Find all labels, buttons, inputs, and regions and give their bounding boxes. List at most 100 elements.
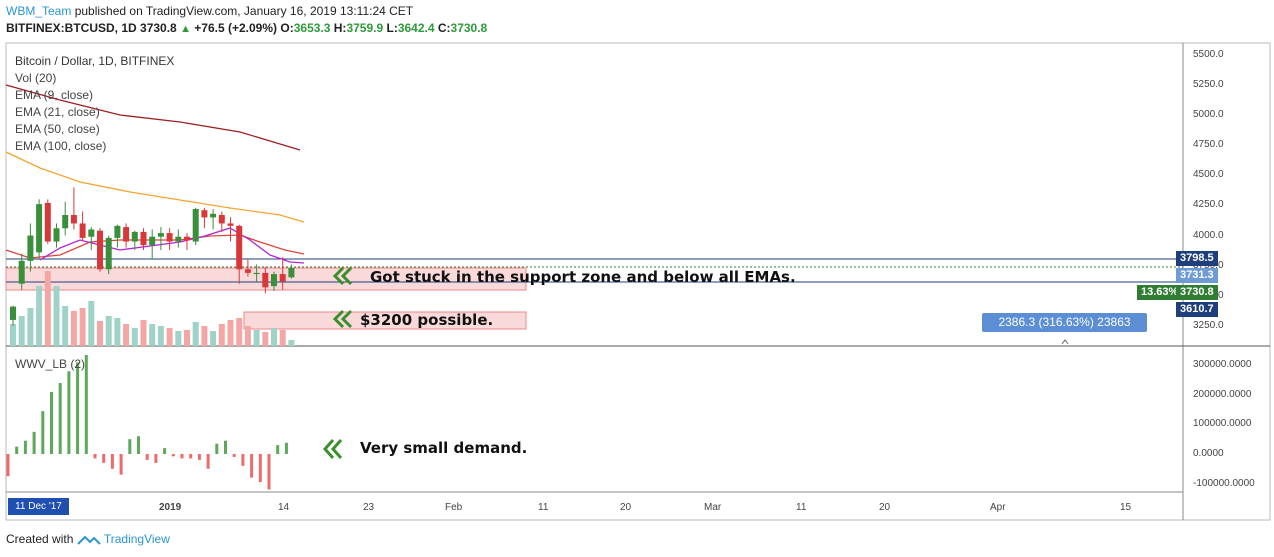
indicator-tick-label: 300000.0000 bbox=[1193, 359, 1252, 371]
indicator-bar bbox=[154, 454, 158, 463]
candle-body bbox=[253, 272, 260, 275]
indicator-bar bbox=[206, 454, 210, 469]
price-pct-tag: 13.63% bbox=[1137, 285, 1183, 300]
candle-body bbox=[218, 215, 225, 224]
volume-bar bbox=[218, 324, 225, 346]
annotation-support[interactable]: Got stuck in the support zone and below … bbox=[370, 268, 796, 286]
legend-ema21[interactable]: EMA (21, close) bbox=[15, 105, 100, 119]
price-tick-label: 5000.0 bbox=[1193, 108, 1224, 120]
annotation-target[interactable]: $3200 possible. bbox=[360, 311, 494, 329]
candle-body bbox=[114, 225, 121, 238]
time-tick-label: 11 bbox=[796, 502, 807, 513]
time-tick-label: Apr bbox=[990, 502, 1006, 513]
candle-body bbox=[70, 215, 77, 224]
indicator-bar bbox=[84, 354, 88, 454]
candle-body bbox=[175, 236, 182, 242]
candle-body bbox=[105, 237, 112, 270]
candle-body bbox=[227, 223, 234, 226]
volume-bars bbox=[10, 271, 295, 346]
target-zone[interactable] bbox=[243, 311, 527, 330]
symbol-label: BITFINEX:BTCUSD, 1D bbox=[6, 21, 137, 35]
candle-body bbox=[236, 225, 243, 270]
open-value: 3653.3 bbox=[293, 21, 331, 35]
volume-bar bbox=[97, 321, 103, 346]
volume-bar bbox=[157, 326, 164, 346]
crosshair-date-tag: 11 Dec '17 bbox=[8, 498, 69, 515]
indicator-bar bbox=[128, 439, 132, 454]
last-price: 3730.8 bbox=[140, 21, 177, 35]
indicator-bar bbox=[93, 454, 97, 459]
volume-bar bbox=[201, 326, 208, 346]
indicator-bar bbox=[50, 391, 53, 454]
symbol-info: BITFINEX:BTCUSD, 1D 3730.8 ▲ +76.5 (+2.0… bbox=[6, 21, 487, 35]
indicator-bar bbox=[276, 445, 280, 454]
low-label: L: bbox=[386, 21, 398, 35]
price-tick-label: 4250.0 bbox=[1193, 199, 1224, 211]
annotation-demand[interactable]: Very small demand. bbox=[360, 439, 528, 457]
candle-body bbox=[201, 210, 208, 218]
volume-bar bbox=[227, 320, 234, 346]
volume-bar bbox=[70, 311, 77, 346]
chevron-icon bbox=[332, 266, 353, 286]
indicator-bar bbox=[137, 436, 140, 454]
candle-body bbox=[97, 230, 103, 270]
ema9-line bbox=[39, 227, 305, 264]
close-value: 3730.8 bbox=[450, 21, 488, 35]
volume-bar bbox=[88, 301, 95, 346]
candle-body bbox=[149, 236, 156, 246]
indicator-bar bbox=[102, 454, 106, 463]
candle-body bbox=[88, 229, 95, 237]
candle-body bbox=[279, 274, 286, 282]
legend-ema50[interactable]: EMA (50, close) bbox=[15, 122, 100, 136]
volume-bar bbox=[140, 320, 147, 346]
footer-brand[interactable]: TradingView bbox=[103, 532, 170, 546]
volume-bar bbox=[44, 271, 51, 346]
volume-bar bbox=[18, 316, 25, 346]
legend-ema9[interactable]: EMA (9, close) bbox=[15, 88, 94, 102]
time-tick-label: Feb bbox=[445, 502, 463, 513]
high-value: 3759.9 bbox=[346, 21, 384, 35]
caret-up-icon bbox=[1061, 339, 1069, 345]
legend-vol[interactable]: Vol (20) bbox=[15, 71, 57, 85]
volume-bar bbox=[288, 340, 295, 346]
close-label: C: bbox=[437, 21, 451, 35]
candle-body bbox=[166, 233, 173, 242]
indicator-bar bbox=[180, 454, 184, 459]
indicator-bar bbox=[258, 454, 262, 483]
indicator-bar bbox=[67, 371, 71, 454]
indicator-bar bbox=[32, 431, 36, 454]
volume-bar bbox=[236, 318, 243, 346]
candle-body bbox=[36, 204, 43, 253]
footer-created: Created with bbox=[6, 532, 74, 546]
published-text: published on TradingView.com, January 16… bbox=[74, 4, 414, 18]
price-tick-label: 3250.0 bbox=[1193, 319, 1224, 331]
indicator-tick-label: -100000.0000 bbox=[1193, 477, 1255, 489]
candle-body bbox=[184, 236, 190, 241]
candle-body bbox=[18, 260, 25, 284]
volume-bar bbox=[279, 330, 286, 346]
indicator-bar bbox=[189, 454, 193, 459]
indicator-bar bbox=[110, 454, 114, 469]
volume-bar bbox=[10, 324, 16, 346]
chevron-icon bbox=[322, 439, 343, 459]
candle-body bbox=[44, 202, 51, 242]
high-label: H: bbox=[333, 21, 347, 35]
legend-indicator[interactable]: WWV_LB (2) bbox=[15, 357, 86, 371]
indicator-tick-label: 100000.0000 bbox=[1193, 418, 1252, 430]
price-tick-label: 4750.0 bbox=[1193, 139, 1224, 151]
volume-bar bbox=[36, 286, 43, 346]
author-link[interactable]: WBM_Team bbox=[6, 4, 72, 18]
legend-ema100[interactable]: EMA (100, close) bbox=[15, 139, 107, 153]
publish-info: WBM_Team published on TradingView.com, J… bbox=[6, 4, 413, 18]
indicator-bar bbox=[145, 454, 149, 460]
candle-body bbox=[210, 213, 217, 218]
indicator-bar bbox=[163, 448, 167, 454]
price-tick-label: 5500.0 bbox=[1193, 48, 1224, 60]
indicator-bar bbox=[23, 440, 27, 454]
indicator-bar bbox=[15, 446, 19, 454]
price-tick-label: 4000.0 bbox=[1193, 229, 1224, 241]
measure-label[interactable]: 2386.3 (316.63%) 23863 bbox=[982, 313, 1147, 332]
indicator-bar bbox=[76, 362, 80, 454]
ema50-line bbox=[5, 151, 305, 223]
